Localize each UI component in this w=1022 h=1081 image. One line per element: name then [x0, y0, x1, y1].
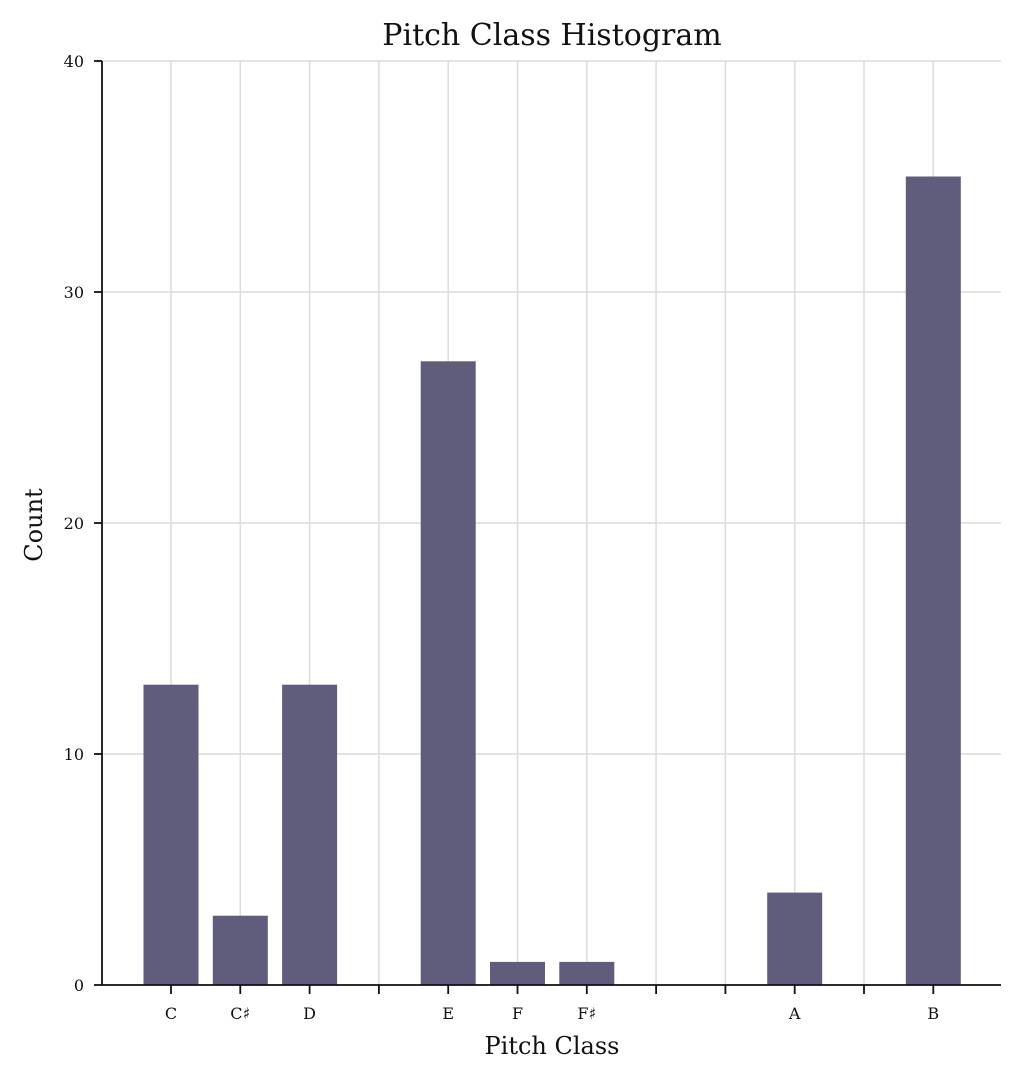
y-tick-label: 10	[64, 745, 84, 764]
y-tick-label: 0	[74, 976, 84, 995]
chart-title: Pitch Class Histogram	[382, 18, 721, 53]
bar	[212, 915, 268, 985]
y-tick-label: 40	[64, 52, 84, 71]
tick-labels: 0 10 20 30 40 C C♯ D E F F♯ A B	[64, 52, 940, 1023]
x-tick-label: F	[512, 1004, 523, 1023]
y-tick-label: 30	[64, 283, 84, 302]
bars	[143, 176, 961, 985]
bar	[905, 176, 961, 985]
x-tick-label: C	[165, 1004, 177, 1023]
x-tick-label: B	[927, 1004, 939, 1023]
grid-lines	[102, 60, 1001, 986]
bar	[559, 961, 615, 985]
x-tick-label: F♯	[577, 1004, 596, 1023]
x-tick-label: D	[303, 1004, 316, 1023]
bar	[143, 684, 199, 985]
bar	[282, 684, 338, 985]
bar	[490, 961, 545, 985]
y-axis-label: Count	[20, 488, 48, 562]
axes	[94, 60, 1001, 994]
x-tick-label: C♯	[230, 1004, 250, 1023]
x-tick-label: E	[442, 1004, 454, 1023]
bar	[767, 892, 823, 985]
y-tick-label: 20	[64, 514, 84, 533]
x-tick-label: A	[788, 1004, 801, 1023]
bar	[420, 361, 476, 985]
x-axis-label: Pitch Class	[485, 1032, 620, 1060]
